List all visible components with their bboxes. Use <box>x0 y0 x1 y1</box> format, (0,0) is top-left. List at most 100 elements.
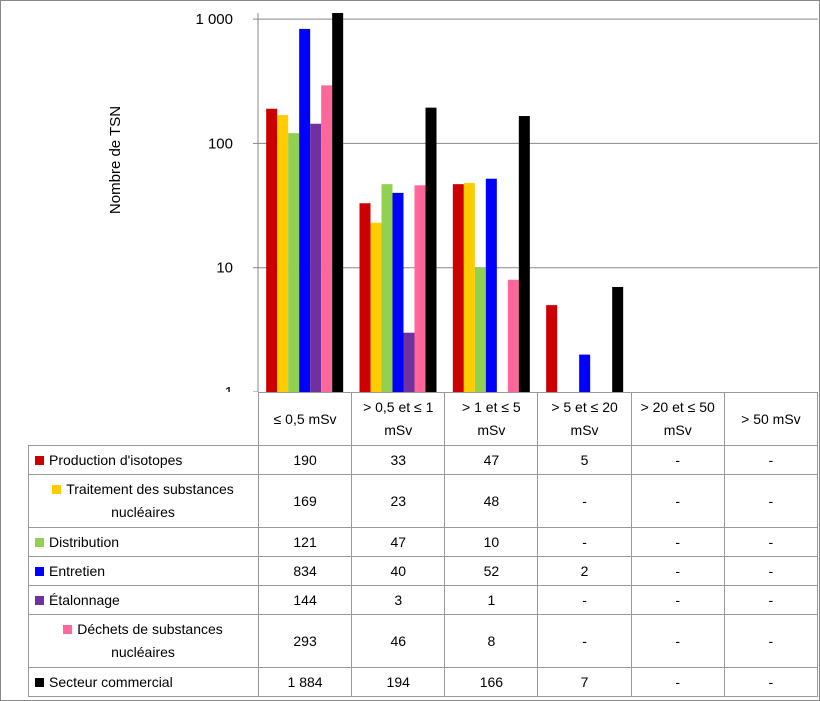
table-value: - <box>630 556 725 586</box>
table-value: - <box>723 614 819 668</box>
legend-swatch <box>35 455 44 465</box>
table-value: 3 <box>351 585 446 615</box>
legend-cell: Traitement des substances nucléaires <box>28 474 259 528</box>
table-value: 144 <box>257 585 353 615</box>
legend-cell: Production d'isotopes <box>28 445 259 475</box>
table-value: - <box>537 614 632 668</box>
bar <box>485 178 497 392</box>
bar <box>612 286 624 392</box>
series-row: Traitement des substances nucléaires 169 2… <box>28 474 819 528</box>
legend-swatch <box>35 677 44 687</box>
corner <box>28 392 259 446</box>
table-value: - <box>630 614 725 668</box>
legend-swatch <box>35 566 44 576</box>
chart: Nombre de TSN 1 10 100 1 000 <box>107 11 818 392</box>
table-value: - <box>723 585 819 615</box>
table-value: - <box>723 474 819 528</box>
legend-swatch <box>52 485 62 494</box>
bar <box>474 267 486 392</box>
table-value: 47 <box>351 527 446 557</box>
y-tick-label: 10 <box>216 260 233 277</box>
table-value: - <box>723 445 819 475</box>
table-value: 293 <box>257 614 353 668</box>
bar <box>579 354 591 392</box>
table-value: 834 <box>257 556 353 586</box>
table-value: 121 <box>257 527 353 557</box>
table-value: 52 <box>444 556 539 586</box>
table-value: - <box>630 474 725 528</box>
legend-label: Distribution <box>49 533 120 550</box>
y-tick-label: 1 000 <box>195 11 233 28</box>
bar <box>359 203 371 392</box>
table-value: - <box>723 527 819 557</box>
bar <box>266 108 278 392</box>
y-axis-title: Nombre de TSN <box>107 106 124 214</box>
legend-cell: Secteur commercial <box>28 667 259 697</box>
legend-swatch <box>35 537 44 547</box>
category-label: > 50 mSv <box>723 392 819 446</box>
bar <box>507 279 519 392</box>
bar <box>425 107 437 392</box>
table-value: 5 <box>537 445 632 475</box>
bar <box>414 185 426 392</box>
bar <box>403 332 415 392</box>
table-value: 48 <box>444 474 539 528</box>
table-value: 10 <box>444 527 539 557</box>
series-row: Déchets de substances nucléaires 293 46 8- -… <box>28 614 819 668</box>
table-value: - <box>537 474 632 528</box>
series-row: Production d'isotopes 190 33 47 5- - <box>28 445 819 475</box>
category-label: > 5 et ≤ 20 mSv <box>537 392 632 446</box>
bar <box>299 28 311 392</box>
legend-swatch <box>35 595 44 605</box>
table-value: 1 <box>444 585 539 615</box>
series-row: Secteur commercial 1 884 194 166 7- - <box>28 667 819 697</box>
bar <box>381 184 393 392</box>
table-value: - <box>630 445 725 475</box>
bar <box>452 184 464 392</box>
bar <box>310 123 322 392</box>
category-label: > 1 et ≤ 5 mSv <box>444 392 539 446</box>
legend-label: Étalonnage <box>49 591 120 608</box>
table-value: 40 <box>351 556 446 586</box>
table-value: - <box>723 556 819 586</box>
legend-cell: Étalonnage <box>28 585 259 615</box>
legend-cell: Déchets de substances nucléaires <box>28 614 259 668</box>
table-value: 2 <box>537 556 632 586</box>
legend-label: Secteur commercial <box>49 673 173 690</box>
table-value: 8 <box>444 614 539 668</box>
data-table: ≤ 0,5 mSv > 0,5 et ≤ 1 mSv > 1 et ≤ 5 mSv >… <box>28 392 819 697</box>
table-value: - <box>630 667 725 697</box>
legend-swatch <box>63 625 73 634</box>
table-value: 166 <box>444 667 539 697</box>
table-value: 169 <box>257 474 353 528</box>
bar <box>392 192 404 392</box>
bar <box>546 305 558 392</box>
series-row: Distribution 121 47 10- - - <box>28 527 819 557</box>
table-value: - <box>630 585 725 615</box>
header-row: ≤ 0,5 mSv > 0,5 et ≤ 1 mSv > 1 et ≤ 5 mSv >… <box>28 392 819 446</box>
legend-label: Traitement des substances nucléaires <box>66 481 234 520</box>
category-label: > 0,5 et ≤ 1 mSv <box>351 392 446 446</box>
table-value: - <box>537 527 632 557</box>
table-value: 46 <box>351 614 446 668</box>
bar <box>370 222 382 392</box>
table-value: 33 <box>351 445 446 475</box>
series-row: Entretien 834 40 52 2- - <box>28 556 819 586</box>
bar <box>288 133 300 392</box>
legend-cell: Distribution <box>28 527 259 557</box>
table-value: - <box>630 527 725 557</box>
table-value: 47 <box>444 445 539 475</box>
table-value: - <box>723 667 819 697</box>
legend-label: Déchets de substances nucléaires <box>77 621 223 660</box>
y-tick-label: 1 <box>225 384 233 392</box>
table-value: 23 <box>351 474 446 528</box>
legend-label: Entretien <box>49 562 106 579</box>
series-row: Étalonnage 144 3 1- - - <box>28 585 819 615</box>
bar <box>518 116 530 392</box>
bar <box>321 85 333 392</box>
table-value: 190 <box>257 445 353 475</box>
bar <box>463 183 475 392</box>
bars <box>266 13 624 392</box>
category-label: ≤ 0,5 mSv <box>257 392 353 446</box>
bar <box>277 115 289 392</box>
